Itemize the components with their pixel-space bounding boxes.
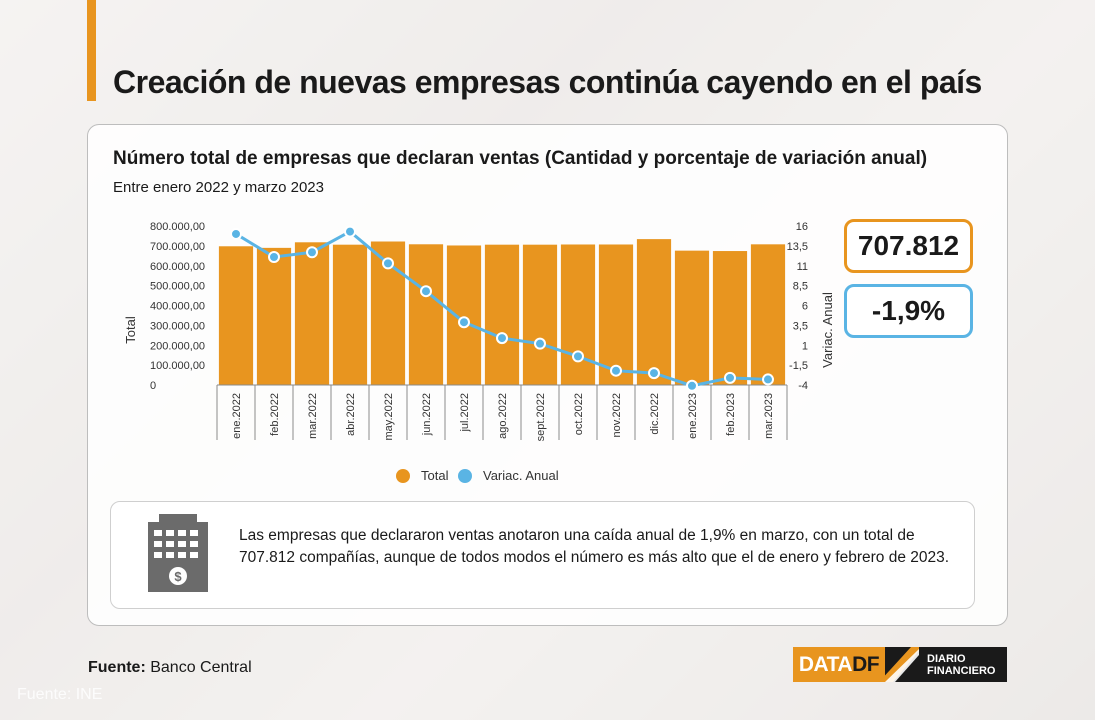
- x-tick-label: jul.2022: [459, 393, 471, 433]
- source-faded: Fuente: INE: [17, 686, 103, 703]
- variacion-point: [648, 367, 660, 380]
- bar: [218, 246, 254, 385]
- y-left-tick-label: 500.000,00: [150, 281, 205, 293]
- source: Fuente: Banco Central: [88, 659, 252, 677]
- x-tick-label: ene.2023: [687, 393, 699, 439]
- x-tick-label: may.2022: [383, 393, 395, 441]
- x-tick-label: dic.2022: [649, 393, 661, 435]
- kpi-total: 707.812: [844, 219, 973, 273]
- bar: [256, 247, 292, 385]
- y-right-tick-label: 8,5: [793, 281, 808, 293]
- logo-line1: DIARIO: [927, 653, 966, 665]
- legend-swatch-total: [396, 469, 410, 483]
- y-right-tick-label: 16: [796, 221, 808, 233]
- y-right-tick-label: 6: [802, 301, 808, 313]
- x-tick-label: oct.2022: [573, 393, 585, 435]
- bar: [484, 244, 520, 385]
- x-tick-label: ago.2022: [497, 393, 509, 439]
- y-left-tick-label: 300.000,00: [150, 320, 205, 332]
- y-left-tick-label: 100.000,00: [150, 360, 205, 372]
- chart-title: Número total de empresas que declaran ve…: [113, 148, 928, 169]
- x-tick-label: nov.2022: [611, 393, 623, 437]
- y-left-tick-label: 800.000,00: [150, 221, 205, 233]
- variacion-point: [610, 364, 622, 377]
- logo-line2: FINANCIERO: [927, 665, 996, 677]
- bar: [446, 245, 482, 385]
- kpi-variacion: -1,9%: [844, 284, 973, 338]
- y-right-tick-label: -4: [798, 380, 808, 392]
- source-label: Fuente:: [88, 659, 146, 676]
- variacion-point: [306, 246, 318, 259]
- bar: [332, 244, 368, 385]
- x-tick-label: sept.2022: [535, 393, 547, 441]
- logo-df-text: DF: [852, 652, 880, 676]
- variacion-point: [382, 257, 394, 270]
- x-tick-label: jun.2022: [421, 393, 433, 436]
- y-left-tick-label: 200.000,00: [150, 340, 205, 352]
- y-left-tick-label: 0: [150, 380, 156, 392]
- y-right-tick-label: 11: [797, 261, 808, 273]
- y-left-tick-label: 700.000,00: [150, 241, 205, 253]
- bar: [712, 251, 748, 385]
- variacion-point: [458, 316, 470, 329]
- bar: [408, 244, 444, 385]
- x-tick-label: abr.2022: [345, 393, 357, 436]
- building-dollar-icon: $: [148, 514, 208, 592]
- variacion-point: [268, 251, 280, 264]
- y-right-tick-label: 3,5: [793, 320, 808, 332]
- variacion-point: [686, 379, 698, 392]
- logo-data-block: DATA DF: [793, 647, 885, 682]
- y-left-tick-label: 600.000,00: [150, 261, 205, 273]
- x-tick-label: feb.2022: [269, 393, 281, 436]
- y-left-tick-label: 400.000,00: [150, 301, 205, 313]
- x-tick-label: feb.2023: [725, 393, 737, 436]
- info-text: Las empresas que declararon ventas anota…: [239, 527, 950, 566]
- x-tick-label: ene.2022: [231, 393, 243, 439]
- x-tick-label: mar.2022: [307, 393, 319, 439]
- y-right-tick-label: 1: [802, 340, 808, 352]
- bar: [636, 239, 672, 385]
- bar: [674, 250, 710, 385]
- bar: [750, 244, 786, 385]
- variacion-point: [420, 285, 432, 298]
- logo-arrow-icon: [879, 647, 919, 682]
- variacion-point: [572, 350, 584, 363]
- y-right-axis-label: Variac. Anual: [820, 292, 835, 368]
- headline-accent-bar: [87, 0, 96, 101]
- svg-text:$: $: [174, 569, 182, 584]
- info-box: [110, 501, 975, 609]
- headline: Creación de nuevas empresas continúa cay…: [113, 64, 982, 100]
- bar: [560, 244, 596, 385]
- y-left-axis-label: Total: [123, 316, 138, 344]
- legend-label-total: Total: [421, 468, 449, 483]
- datadf-logo: DATA DF DIARIO FINANCIERO: [793, 647, 1007, 682]
- variacion-point: [344, 225, 356, 238]
- legend-swatch-variacion: [458, 469, 472, 483]
- y-right-tick-label: 13,5: [787, 241, 808, 253]
- chart-subtitle: Entre enero 2022 y marzo 2023: [113, 179, 324, 196]
- variacion-point: [496, 332, 508, 345]
- variacion-point: [762, 373, 774, 386]
- bar: [598, 244, 634, 385]
- x-tick-label: mar.2023: [763, 393, 775, 439]
- source-value: Banco Central: [150, 659, 252, 676]
- logo-data-text: DATA: [798, 652, 853, 676]
- y-right-tick-label: -1,5: [789, 360, 808, 372]
- variacion-point: [724, 371, 736, 384]
- bar: [294, 242, 330, 385]
- bar: [522, 244, 558, 385]
- legend-label-variacion: Variac. Anual: [483, 468, 559, 483]
- variacion-point: [230, 227, 242, 240]
- variacion-point: [534, 337, 546, 350]
